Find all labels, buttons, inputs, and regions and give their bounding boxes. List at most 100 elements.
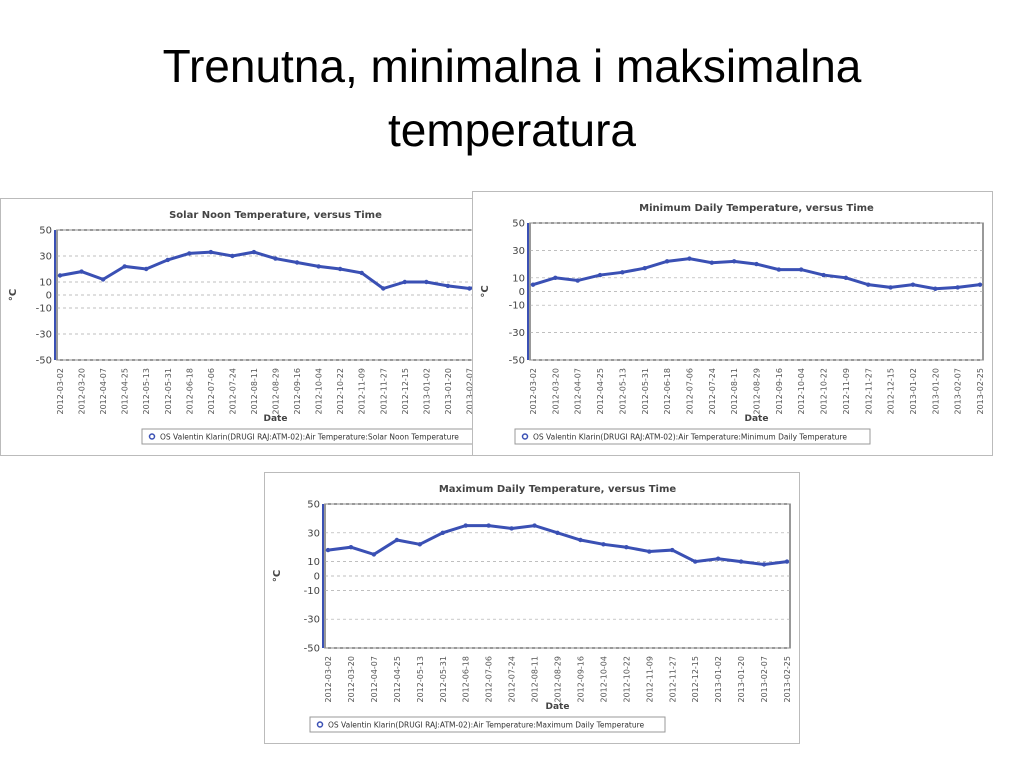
x-tick-label: 2012-03-20 xyxy=(551,368,560,415)
x-axis-label: Date xyxy=(264,414,288,424)
x-tick-label: 2012-11-09 xyxy=(842,368,851,415)
x-tick-label: 2012-06-18 xyxy=(663,368,672,415)
x-tick-label: 2013-02-25 xyxy=(783,656,792,703)
data-point xyxy=(933,286,938,291)
data-point xyxy=(553,275,558,280)
x-tick-label: 2012-10-22 xyxy=(336,368,345,415)
y-tick-label: 10 xyxy=(307,557,320,568)
legend-label: OS Valentin Klarin(DRUGI RAJ:ATM-02):Air… xyxy=(160,433,459,442)
data-point xyxy=(144,266,149,272)
data-point xyxy=(445,283,451,289)
y-axis-label: °C xyxy=(272,570,283,582)
x-tick-label: 2012-11-27 xyxy=(864,368,873,415)
x-tick-label: 2012-04-07 xyxy=(370,656,379,703)
x-tick-label: 2012-07-06 xyxy=(685,368,694,415)
x-tick-label: 2012-11-09 xyxy=(358,368,367,415)
data-point xyxy=(597,272,603,278)
x-tick-label: 2012-07-24 xyxy=(508,656,517,703)
x-tick-label: 2012-10-22 xyxy=(622,656,631,703)
legend-marker xyxy=(148,433,156,440)
x-tick-label: 2012-03-02 xyxy=(56,368,65,415)
y-tick-label: 50 xyxy=(39,226,52,237)
chart-title: Maximum Daily Temperature, versus Time xyxy=(439,484,677,495)
y-tick-label: 0 xyxy=(519,287,525,298)
chart-panel: Maximum Daily Temperature, versus Time 50… xyxy=(264,472,800,744)
data-point xyxy=(251,249,257,255)
x-tick-label: 2012-10-04 xyxy=(797,368,806,415)
data-point xyxy=(417,542,422,547)
x-tick-label: 2012-11-09 xyxy=(645,656,654,703)
x-tick-label: 2013-02-25 xyxy=(976,368,985,415)
legend-label: OS Valentin Klarin(DRUGI RAJ:ATM-02):Air… xyxy=(328,721,645,730)
x-tick-label: 2012-07-24 xyxy=(708,368,717,415)
x-tick-label: 2012-11-27 xyxy=(668,656,677,703)
x-tick-label: 2012-12-15 xyxy=(887,368,896,415)
y-tick-label: 50 xyxy=(512,219,525,230)
data-point xyxy=(647,549,652,554)
data-point xyxy=(337,266,343,272)
data-point xyxy=(761,562,767,567)
x-tick-label: 2012-05-31 xyxy=(439,656,448,703)
plot-area xyxy=(324,503,791,649)
data-point xyxy=(294,260,300,265)
x-tick-label: 2012-04-25 xyxy=(121,368,130,415)
x-tick-label: 2012-11-27 xyxy=(379,368,388,415)
data-point xyxy=(642,266,647,271)
y-tick-label: 10 xyxy=(512,273,525,284)
data-point xyxy=(394,537,400,543)
data-point xyxy=(738,559,744,564)
y-tick-label: 30 xyxy=(39,252,52,263)
x-tick-label: 2012-04-07 xyxy=(574,368,583,415)
data-point xyxy=(731,259,737,264)
data-point xyxy=(381,286,386,291)
data-point xyxy=(578,537,583,543)
chart-title: Minimum Daily Temperature, versus Time xyxy=(639,203,874,214)
x-tick-label: 2013-02-07 xyxy=(954,368,963,415)
x-tick-label: 2012-09-16 xyxy=(775,368,784,415)
data-point xyxy=(977,282,983,287)
data-point xyxy=(165,257,170,263)
x-tick-label: 2012-04-07 xyxy=(99,368,108,415)
x-axis-label: Date xyxy=(745,414,769,424)
data-point xyxy=(821,272,826,278)
x-tick-label: 2012-10-04 xyxy=(315,368,324,415)
data-point xyxy=(208,249,214,255)
legend-marker xyxy=(521,433,529,440)
y-tick-label: 0 xyxy=(46,291,52,302)
data-point xyxy=(57,273,63,278)
data-point xyxy=(122,264,127,269)
legend-label: OS Valentin Klarin(DRUGI RAJ:ATM-02):Air… xyxy=(533,433,847,442)
data-point xyxy=(371,552,377,557)
x-tick-label: 2012-03-02 xyxy=(324,656,333,703)
data-point xyxy=(463,523,468,528)
legend-box xyxy=(514,428,871,445)
y-tick-label: -50 xyxy=(36,356,52,367)
x-tick-label: 2012-05-13 xyxy=(618,368,627,415)
data-point xyxy=(100,277,106,282)
x-tick-label: 2012-06-18 xyxy=(185,368,194,415)
data-point xyxy=(709,260,714,265)
y-tick-label: -30 xyxy=(509,328,525,339)
data-point xyxy=(670,547,675,553)
data-point xyxy=(325,547,331,553)
x-tick-label: 2012-08-29 xyxy=(554,656,563,703)
data-point xyxy=(348,545,354,550)
data-point xyxy=(555,530,560,535)
x-tick-label: 2012-07-24 xyxy=(228,368,237,415)
data-point xyxy=(776,267,782,272)
data-point xyxy=(273,256,278,261)
x-tick-label: 2013-01-20 xyxy=(737,656,746,703)
data-point xyxy=(530,282,536,287)
y-tick-label: -30 xyxy=(36,330,52,341)
x-tick-label: 2012-08-29 xyxy=(753,368,762,415)
data-point xyxy=(784,559,790,564)
legend-marker xyxy=(316,721,324,728)
x-tick-label: 2012-07-06 xyxy=(207,368,216,415)
x-tick-label: 2012-12-15 xyxy=(691,656,700,703)
data-point xyxy=(424,279,429,285)
x-tick-label: 2012-05-31 xyxy=(164,368,173,415)
x-tick-label: 2012-06-18 xyxy=(462,656,471,703)
x-tick-label: 2012-05-31 xyxy=(641,368,650,415)
data-point xyxy=(866,282,871,287)
